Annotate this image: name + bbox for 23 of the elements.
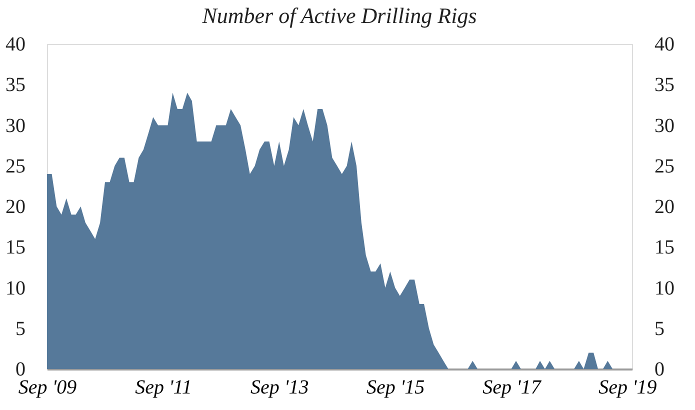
y-tick-label: 40 — [6, 34, 26, 56]
y2-tick-label: 20 — [654, 196, 674, 218]
y2-tick-label: 35 — [654, 74, 674, 96]
y-tick-label: 15 — [6, 236, 26, 259]
y2-tick-label: 5 — [654, 318, 664, 340]
y2-tick-label: 25 — [654, 155, 674, 178]
y-tick-label: 10 — [6, 277, 26, 300]
chart-title: Number of Active Drilling Rigs — [201, 3, 477, 28]
y2-tick-label: 0 — [654, 358, 664, 380]
x-tick-label: Sep '13 — [250, 376, 309, 398]
x-tick-label: Sep '15 — [366, 376, 425, 398]
y2-tick-label: 15 — [654, 236, 674, 259]
y-tick-label: 20 — [6, 196, 26, 218]
y2-tick-label: 30 — [654, 114, 674, 137]
y-tick-label: 35 — [6, 74, 26, 96]
y2-tick-label: 10 — [654, 277, 674, 300]
y-tick-label: 30 — [6, 114, 26, 137]
x-tick-label: Sep '11 — [135, 376, 192, 398]
y-tick-label: 25 — [6, 155, 26, 178]
x-tick-label: Sep '19 — [598, 376, 657, 398]
x-tick-label: Sep '17 — [482, 376, 542, 398]
y2-tick-label: 40 — [654, 34, 674, 56]
y-tick-label: 5 — [16, 318, 26, 340]
